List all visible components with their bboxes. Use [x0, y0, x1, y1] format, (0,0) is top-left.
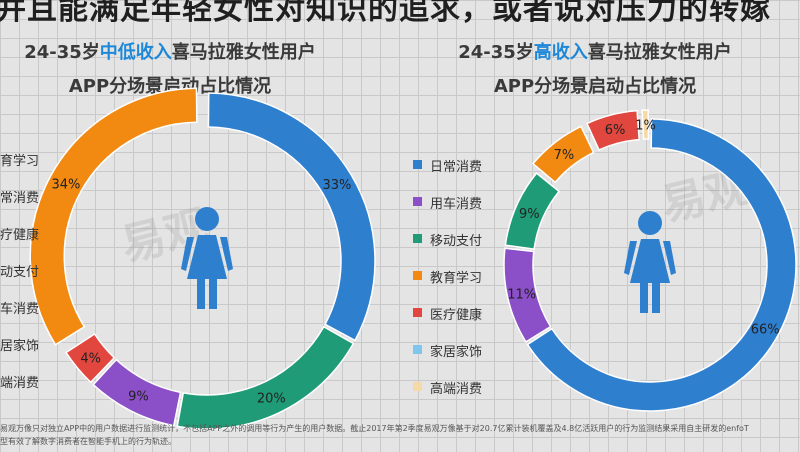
legend-swatch: [413, 382, 422, 391]
left-legend-label: 居家饰: [0, 339, 40, 354]
left-value-label: 34%: [51, 177, 80, 192]
legend-item: 医疗健康: [413, 304, 513, 341]
legend-label: 家居家饰: [430, 345, 483, 360]
footnote-line-1: 易观万像只对独立APP中的用户数据进行监测统计，不包括APP之外的调用等行为产生…: [0, 424, 749, 433]
left-legend-label: 端消费: [0, 376, 40, 391]
right-slice-教育学习: [531, 125, 595, 184]
right-value-label: 6%: [605, 123, 626, 138]
right-value-label: 11%: [507, 288, 536, 303]
legend-label: 医疗健康: [430, 308, 483, 323]
footnote: 易观万像只对独立APP中的用户数据进行监测统计，不包括APP之外的调用等行为产生…: [0, 422, 800, 448]
right-value-label: 66%: [751, 322, 780, 337]
left-title-suffix: 喜马拉雅女性用户: [171, 42, 316, 63]
left-legend-cut: 育学习常消费疗健康动支付车消费居家饰端消费: [0, 150, 60, 409]
left-legend-label: 动支付: [0, 265, 40, 280]
right-slice-用车消费: [503, 247, 552, 343]
left-value-label: 4%: [80, 351, 101, 366]
footnote-line-2: 型有效了解数字消费者在智能手机上的行为轨迹。: [0, 437, 176, 446]
right-slice-医疗健康: [585, 109, 640, 151]
headline: 并且能满足年轻女性对知识的追求，或者说对压力的转嫁: [0, 0, 771, 27]
right-value-label: 9%: [519, 207, 540, 222]
right-slice-移动支付: [504, 172, 561, 250]
right-title-suffix: 喜马拉雅女性用户: [587, 42, 732, 63]
left-legend-label: 疗健康: [0, 228, 40, 243]
right-title-highlight: 高收入: [533, 42, 588, 63]
left-female-icon: [181, 207, 233, 309]
left-chart-title: 24-35岁中低收入喜马拉雅女性用户: [0, 38, 340, 64]
legend-swatch: [413, 197, 422, 206]
legend-label: 移动支付: [430, 234, 483, 249]
legend-swatch: [413, 345, 422, 354]
right-value-label: 1%: [635, 119, 656, 134]
legend-label: 教育学习: [430, 271, 483, 286]
legend-label: 用车消费: [430, 197, 483, 212]
right-chart-subtitle: APP分场景启动占比情况: [493, 76, 697, 97]
left-slice-日常消费: [207, 92, 376, 342]
right-chart-title: 24-35岁高收入喜马拉雅女性用户: [425, 38, 765, 64]
left-title-highlight: 中低收入: [99, 42, 172, 63]
legend-item: 教育学习: [413, 267, 513, 304]
legend: 日常消费用车消费移动支付教育学习医疗健康家居家饰高端消费: [413, 156, 513, 415]
right-female-icon: [624, 211, 676, 313]
left-value-label: 20%: [257, 392, 286, 407]
left-legend-label: 车消费: [0, 302, 40, 317]
legend-swatch: [413, 271, 422, 280]
right-slice-日常消费: [526, 118, 797, 412]
legend-item: 移动支付: [413, 230, 513, 267]
left-slice-移动支付: [176, 325, 355, 430]
left-slice-教育学习: [29, 87, 198, 346]
legend-item: 家居家饰: [413, 341, 513, 378]
legend-swatch: [413, 308, 422, 317]
left-chart-subtitle: APP分场景启动占比情况: [68, 76, 272, 97]
right-title-prefix: 24-35岁: [458, 42, 534, 63]
legend-item: 日常消费: [413, 156, 513, 193]
left-legend-label: 育学习: [0, 154, 40, 169]
legend-label: 日常消费: [430, 160, 483, 175]
legend-swatch: [413, 234, 422, 243]
right-value-label: 7%: [554, 148, 575, 163]
legend-item: 高端消费: [413, 378, 513, 415]
legend-item: 用车消费: [413, 193, 513, 230]
right-slice-家居家饰: [641, 109, 650, 140]
left-legend-label: 常消费: [0, 191, 40, 206]
legend-swatch: [413, 160, 422, 169]
left-slice-用车消费: [92, 358, 182, 427]
legend-label: 高端消费: [430, 382, 483, 397]
left-value-label: 33%: [323, 178, 352, 193]
left-value-label: 9%: [128, 390, 149, 405]
left-slice-医疗健康: [65, 332, 116, 384]
left-title-prefix: 24-35岁: [24, 42, 100, 63]
